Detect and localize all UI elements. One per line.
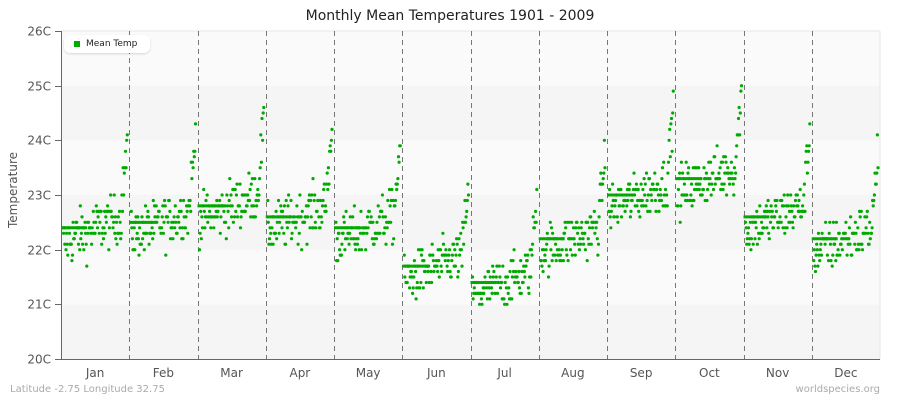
- svg-text:Jun: Jun: [426, 366, 446, 380]
- svg-text:Sep: Sep: [630, 366, 653, 380]
- svg-text:25C: 25C: [27, 80, 51, 94]
- legend-swatch-icon: [74, 41, 80, 47]
- svg-text:Dec: Dec: [834, 366, 857, 380]
- svg-text:Apr: Apr: [289, 366, 310, 380]
- svg-text:Nov: Nov: [766, 366, 789, 380]
- chart-title: Monthly Mean Temperatures 1901 - 2009: [305, 8, 595, 24]
- legend-label: Mean Temp: [86, 39, 138, 49]
- svg-text:Jan: Jan: [85, 366, 105, 380]
- legend: Mean Temp: [64, 35, 150, 53]
- source-caption: worldspecies.org: [795, 384, 880, 395]
- svg-text:Jul: Jul: [496, 366, 511, 380]
- svg-text:22C: 22C: [27, 244, 51, 258]
- svg-text:21C: 21C: [27, 298, 51, 312]
- svg-text:24C: 24C: [27, 134, 51, 148]
- svg-text:May: May: [356, 366, 381, 380]
- location-caption: Latitude -2.75 Longitude 32.75: [10, 384, 165, 395]
- svg-text:Aug: Aug: [561, 366, 584, 380]
- svg-text:Oct: Oct: [699, 366, 720, 380]
- svg-text:20C: 20C: [27, 353, 51, 367]
- svg-text:23C: 23C: [27, 189, 51, 203]
- svg-text:Mar: Mar: [220, 366, 243, 380]
- svg-text:26C: 26C: [27, 25, 51, 39]
- svg-text:Feb: Feb: [153, 366, 174, 380]
